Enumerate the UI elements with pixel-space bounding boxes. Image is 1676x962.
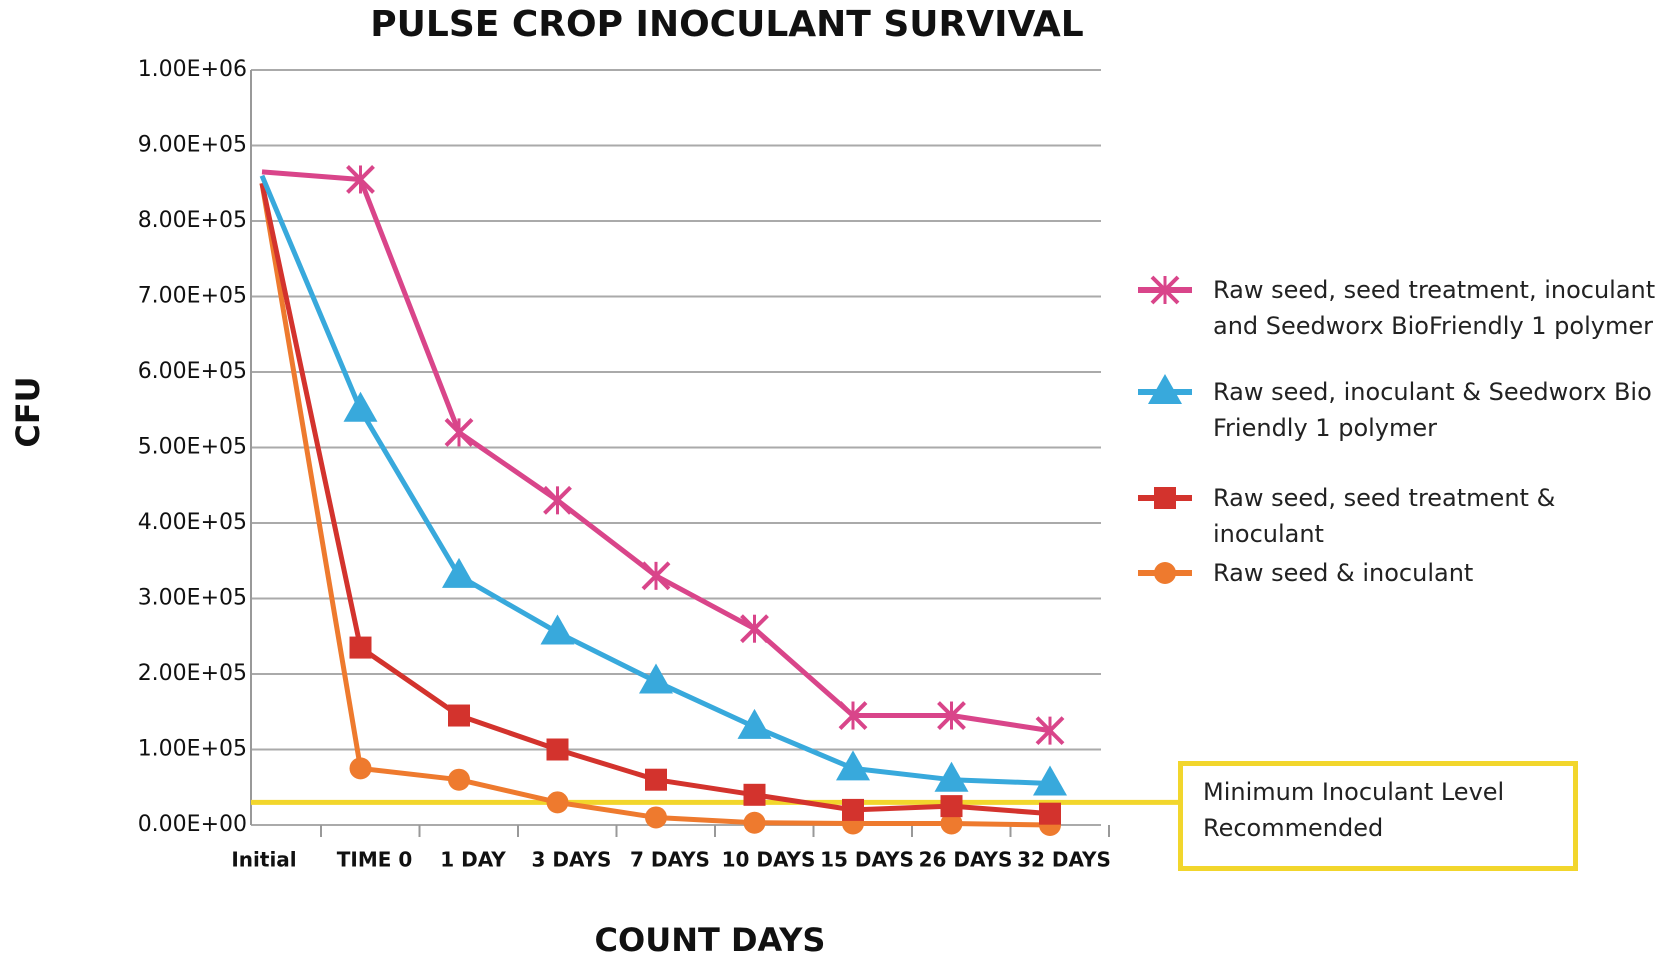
x-tick-label: 3 DAYS bbox=[532, 848, 612, 872]
legend-label: Raw seed & inoculant bbox=[1213, 559, 1474, 587]
marker bbox=[546, 791, 569, 814]
chart-title: PULSE CROP INOCULANT SURVIVAL bbox=[370, 4, 1083, 45]
marker bbox=[448, 704, 470, 727]
series bbox=[259, 182, 1061, 836]
marker bbox=[836, 750, 870, 781]
y-tick-label: 0.00E+00 bbox=[138, 812, 247, 837]
annotation: Minimum Inoculant Level Recommended bbox=[1178, 761, 1578, 871]
series-line bbox=[261, 169, 1051, 734]
y-tick-label: 3.00E+05 bbox=[138, 586, 247, 611]
legend-marker bbox=[1154, 487, 1176, 509]
y-tick-label: 6.00E+05 bbox=[138, 359, 247, 384]
marker bbox=[937, 701, 966, 730]
x-tick-label: 7 DAYS bbox=[630, 848, 710, 872]
x-tick-label: TIME 0 bbox=[337, 848, 413, 872]
y-tick-label: 2.00E+05 bbox=[138, 661, 247, 686]
legend-label: Raw seed, seed treatment, inoculant and … bbox=[1213, 276, 1656, 340]
series-line bbox=[259, 182, 1051, 828]
y-tick-label: 9.00E+05 bbox=[138, 133, 247, 158]
marker bbox=[641, 561, 671, 591]
marker bbox=[645, 768, 667, 791]
marker bbox=[838, 701, 868, 730]
marker bbox=[740, 614, 769, 644]
marker bbox=[346, 165, 375, 194]
x-tick-label: 26 DAYS bbox=[919, 848, 1013, 872]
marker bbox=[639, 663, 673, 694]
marker bbox=[743, 811, 766, 834]
y-axis-title: CFU bbox=[9, 376, 47, 447]
legend-label: Raw seed, seed treatment & inoculant bbox=[1213, 484, 1556, 548]
marker bbox=[842, 798, 864, 821]
marker bbox=[343, 391, 378, 422]
x-tick-label: 1 DAY bbox=[440, 848, 506, 872]
y-tick-label: 4.00E+05 bbox=[138, 510, 247, 535]
marker bbox=[444, 417, 474, 447]
marker bbox=[448, 768, 470, 791]
marker bbox=[543, 485, 572, 515]
legend-label: Raw seed, inoculant & Seedworx Bio Frien… bbox=[1213, 378, 1652, 442]
series bbox=[259, 182, 1061, 825]
marker bbox=[442, 557, 476, 588]
x-axis-title: COUNT DAYS bbox=[595, 921, 826, 959]
x-tick-label: 15 DAYS bbox=[820, 848, 914, 872]
legend-marker bbox=[1154, 562, 1176, 584]
y-tick-label: 8.00E+05 bbox=[138, 208, 247, 233]
marker bbox=[1035, 716, 1065, 746]
y-tick-label: 7.00E+05 bbox=[138, 284, 247, 309]
marker bbox=[349, 636, 372, 659]
y-tick-label: 5.00E+05 bbox=[138, 435, 247, 460]
marker bbox=[934, 761, 969, 792]
x-tick-label: Initial bbox=[231, 848, 296, 872]
series-line bbox=[259, 182, 1051, 817]
marker bbox=[737, 708, 772, 739]
marker bbox=[1033, 765, 1067, 796]
marker bbox=[743, 783, 766, 806]
x-tick-label: 10 DAYS bbox=[722, 848, 816, 872]
marker bbox=[540, 614, 575, 645]
marker bbox=[645, 806, 667, 829]
marker bbox=[940, 812, 963, 835]
y-tick-label: 1.00E+06 bbox=[138, 57, 247, 82]
marker bbox=[349, 757, 372, 780]
series bbox=[261, 165, 1065, 746]
marker bbox=[940, 795, 963, 818]
legend-marker bbox=[1148, 374, 1182, 404]
marker bbox=[1039, 802, 1061, 825]
x-tick-label: 32 DAYS bbox=[1017, 848, 1111, 872]
y-tick-label: 1.00E+05 bbox=[138, 737, 247, 762]
marker bbox=[546, 738, 569, 761]
series bbox=[259, 174, 1067, 796]
